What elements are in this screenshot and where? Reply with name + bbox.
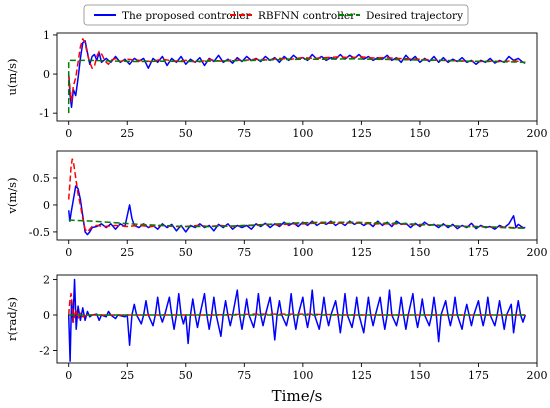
x-tick-label: 25 (120, 369, 134, 382)
y-tick-label: -1 (39, 107, 50, 120)
y-tick-label: 0.5 (33, 172, 51, 185)
x-tick-label: 175 (468, 246, 489, 259)
plot-frame (56, 32, 538, 122)
x-tick-label: 150 (409, 369, 430, 382)
y-tick-label: -2 (39, 345, 50, 358)
legend-label-rbfnn-controller: RBFNN controller (258, 10, 356, 22)
y-tick-label: 0 (43, 199, 50, 212)
series-line-the-proposed-controller (67, 185, 526, 236)
y-axis-title: v(m/s) (5, 177, 19, 214)
y-tick-label: 1 (43, 29, 50, 42)
x-tick-label: 200 (527, 246, 548, 259)
x-tick-label: 50 (179, 246, 193, 259)
x-tick-label: 25 (120, 246, 134, 259)
series-line-rbfnn-controller (67, 158, 526, 233)
plot-frame (56, 274, 538, 364)
plot-frame (56, 150, 538, 241)
x-tick-label: 50 (179, 369, 193, 382)
x-tick-label: 175 (468, 369, 489, 382)
x-tick-label: 100 (292, 127, 313, 140)
legend-box (83, 4, 469, 26)
y-axis-title: u(m/s) (5, 58, 19, 95)
x-tick-label: 150 (409, 246, 430, 259)
x-tick-label: 0 (65, 246, 72, 259)
series-line-the-proposed-controller (67, 40, 526, 109)
x-tick-label: 175 (468, 127, 489, 140)
x-tick-label: 75 (237, 369, 251, 382)
legend-label-desired-trajectory: Desired trajectory (366, 10, 463, 22)
y-tick-label: 0 (43, 309, 50, 322)
x-tick-label: 125 (351, 246, 372, 259)
x-tick-label: 0 (65, 369, 72, 382)
x-tick-label: 100 (292, 246, 313, 259)
x-axis-title: Time/s (272, 387, 323, 405)
y-tick-label: 2 (43, 273, 50, 286)
x-tick-label: 100 (292, 369, 313, 382)
legend: The proposed controller RBFNN controller D… (83, 4, 469, 26)
x-tick-label: 150 (409, 127, 430, 140)
x-tick-label: 125 (351, 369, 372, 382)
series-line-desired-trajectory (68, 219, 526, 229)
x-tick-label: 0 (65, 127, 72, 140)
series-line-rbfnn-controller (67, 38, 526, 103)
x-tick-label: 200 (527, 127, 548, 140)
x-tick-label: 125 (351, 127, 372, 140)
y-tick-label: -0.5 (29, 226, 50, 239)
panel-r-rad-s: -2 0 2 0 25 50 75 100 125 150 175 200 r(rad/s) (5, 273, 548, 382)
panel-u-m-s: -1 0 1 0 25 50 75 100 125 150 175 200 u(m/s) (5, 29, 548, 140)
x-tick-label: 50 (179, 127, 193, 140)
y-axis-title: r(rad/s) (5, 297, 19, 341)
panel-v-m-s: -0.5 0 0.5 0 25 50 75 100 125 150 175 200 v(m/s) (5, 150, 548, 259)
series-line-desired-trajectory (67, 58, 526, 114)
y-tick-label: 0 (43, 68, 50, 81)
x-tick-label: 75 (237, 127, 251, 140)
x-tick-label: 200 (527, 369, 548, 382)
x-tick-label: 25 (120, 127, 134, 140)
series-line-the-proposed-controller (67, 278, 527, 362)
x-tick-label: 75 (237, 246, 251, 259)
legend-label-the-proposed-controller: The proposed controller (122, 10, 252, 22)
